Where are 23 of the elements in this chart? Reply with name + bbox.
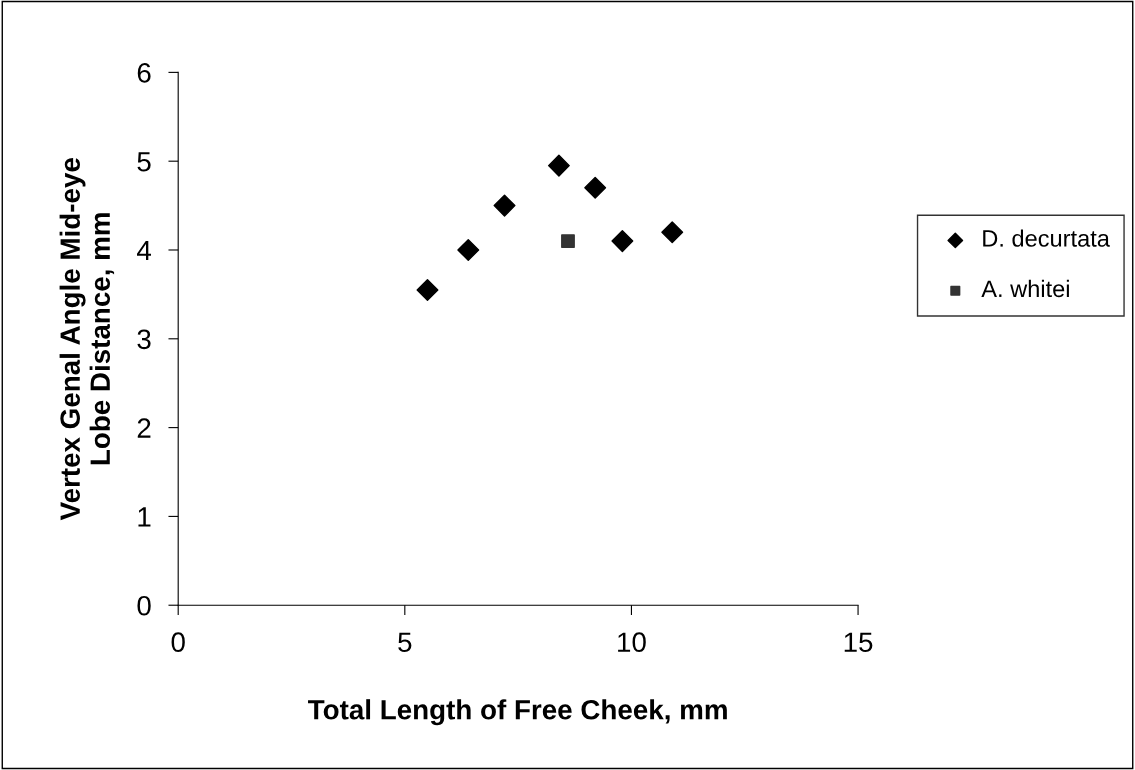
x-tick-label: 0 xyxy=(171,632,185,653)
point xyxy=(611,230,634,253)
point xyxy=(661,221,684,244)
y-tick-label: 0 xyxy=(137,595,151,616)
legend-label: D. decurtata xyxy=(983,229,1110,247)
x-axis-title: Total Length of Free Cheek, mm xyxy=(308,699,727,726)
x-tick-label: 15 xyxy=(844,632,873,653)
point xyxy=(561,234,575,249)
y-tick-label: 5 xyxy=(137,152,151,172)
y-tick-label: 2 xyxy=(137,418,151,438)
y-tick-label: 6 xyxy=(137,63,151,83)
y-tick-label: 3 xyxy=(137,329,151,350)
x-tick-label: 5 xyxy=(398,632,412,653)
y-axis-title: Vertex Genal Angle Mid-eye Lobe Distance, mm xyxy=(59,158,115,521)
point xyxy=(547,154,570,177)
point xyxy=(457,238,480,261)
y-tick-label: 1 xyxy=(138,507,151,527)
point xyxy=(584,176,607,199)
x-tick-label: 10 xyxy=(618,632,646,653)
point xyxy=(493,194,516,217)
y-tick-label: 4 xyxy=(137,240,151,261)
legend-label: A. whitei xyxy=(981,279,1069,298)
point xyxy=(416,278,439,301)
